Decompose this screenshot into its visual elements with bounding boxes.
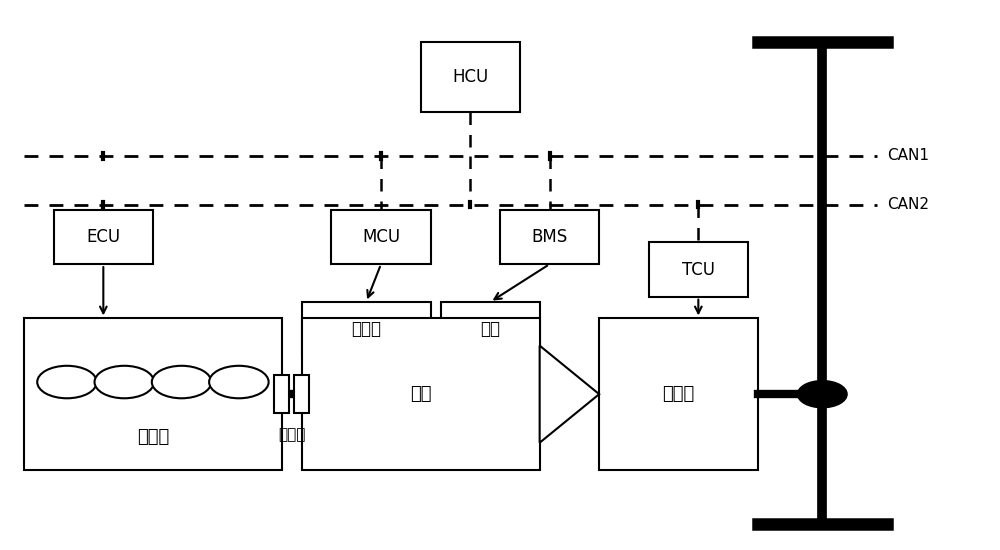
Bar xyxy=(302,318,540,470)
Bar xyxy=(421,42,520,113)
Text: 电池: 电池 xyxy=(480,320,500,338)
Polygon shape xyxy=(540,345,599,443)
Text: 发动机: 发动机 xyxy=(137,428,169,446)
Circle shape xyxy=(152,366,211,398)
Text: CAN2: CAN2 xyxy=(887,197,929,212)
Text: HCU: HCU xyxy=(452,68,488,86)
Text: 电机: 电机 xyxy=(410,385,431,403)
Bar xyxy=(649,243,748,296)
Bar xyxy=(441,302,540,356)
Bar xyxy=(331,210,431,264)
Text: ECU: ECU xyxy=(86,228,120,246)
Circle shape xyxy=(95,366,154,398)
Bar xyxy=(500,210,599,264)
Text: TCU: TCU xyxy=(682,261,715,279)
Text: 变速筱: 变速筱 xyxy=(662,385,695,403)
Text: MCU: MCU xyxy=(362,228,400,246)
Circle shape xyxy=(209,366,269,398)
Text: 逆变器: 逆变器 xyxy=(351,320,381,338)
Circle shape xyxy=(37,366,97,398)
Bar xyxy=(24,318,282,470)
Bar xyxy=(294,375,309,413)
Bar xyxy=(302,302,431,356)
Bar xyxy=(274,375,289,413)
Bar xyxy=(54,210,153,264)
Bar xyxy=(599,318,758,470)
Text: 离合器: 离合器 xyxy=(278,427,305,442)
Text: CAN1: CAN1 xyxy=(887,148,929,163)
Circle shape xyxy=(798,381,847,408)
Text: BMS: BMS xyxy=(531,228,568,246)
